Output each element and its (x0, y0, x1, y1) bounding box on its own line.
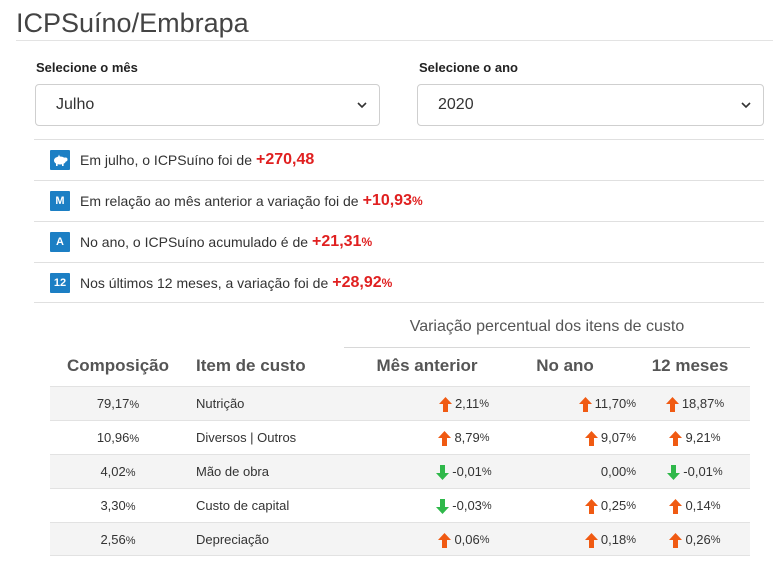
summary-item-monthly-variation: M Em relação ao mês anterior a variação … (34, 180, 764, 221)
month-select-label: Selecione o mês (36, 60, 138, 75)
previous-month-cell: -0,03% (394, 489, 534, 523)
previous-month-cell: -0,01% (394, 455, 534, 489)
summary-list: Em julho, o ICPSuíno foi de +270,48 M Em… (34, 139, 764, 303)
monthly-variation-value: +10,93 (362, 192, 412, 209)
year-cell: 0,00% (600, 464, 636, 479)
previous-month-cell: 8,79% (394, 421, 534, 455)
arrow-up-icon (584, 498, 598, 514)
twelve-months-cell: 18,87% (640, 387, 750, 421)
column-header-composition: Composição (66, 356, 170, 375)
cost-item-cell: Custo de capital (196, 498, 290, 513)
arrow-down-icon (667, 464, 681, 480)
chevron-down-icon (357, 102, 367, 109)
arrow-up-icon (669, 430, 683, 446)
cost-items-table: 79,17% Nutrição 2,11% 11,70% 18,87% 10,96% Div… (50, 386, 750, 556)
summary-item-year-accumulated: A No ano, o ICPSuíno acumulado é de +21,… (34, 221, 764, 262)
twelve-months-cell: -0,01% (640, 455, 750, 489)
arrow-up-icon (665, 396, 679, 412)
year-select[interactable]: 2020 (417, 84, 764, 126)
previous-month-cell: 0,06% (394, 523, 534, 557)
month-select-value: Julho (56, 96, 95, 113)
twelve-months-value: +28,92 (332, 273, 382, 291)
cost-item-cell: Mão de obra (196, 464, 269, 479)
cost-item-cell: Nutrição (196, 396, 245, 411)
cost-item-cell: Diversos | Outros (196, 430, 297, 445)
chevron-down-icon (741, 102, 751, 109)
arrow-up-icon (438, 532, 452, 548)
twelve-months-cell: 0,26% (640, 523, 750, 557)
table-row: 3,30% Custo de capital -0,03% 0,25% 0,14% (50, 488, 750, 522)
variation-group-divider (344, 347, 750, 348)
year-cell: 0,25% (530, 489, 640, 523)
twelve-months-badge: 12 (50, 272, 70, 293)
summary-item-12-months: 12 Nos últimos 12 meses, a variação foi … (34, 262, 764, 303)
column-header-item: Item de custo (196, 356, 306, 375)
variation-group-header: Variação percentual dos itens de custo (409, 318, 685, 335)
composition-cell: 10,96% (96, 430, 140, 445)
arrow-up-icon (584, 430, 598, 446)
year-cell: 0,18% (530, 523, 640, 557)
arrow-up-icon (669, 498, 683, 514)
page-title: ICPSuíno/Embrapa (16, 8, 249, 38)
arrow-up-icon (578, 396, 592, 412)
composition-cell: 4,02% (100, 464, 136, 479)
year-cell: 11,70% (530, 387, 640, 421)
composition-cell: 79,17% (96, 396, 140, 411)
year-select-value: 2020 (438, 96, 474, 113)
cost-item-cell: Depreciação (196, 532, 269, 547)
month-badge: M (50, 191, 70, 211)
arrow-up-icon (669, 532, 683, 548)
pig-icon (50, 150, 70, 170)
title-divider (16, 40, 773, 41)
year-badge: A (50, 232, 70, 252)
arrow-down-icon (436, 498, 450, 514)
composition-cell: 3,30% (100, 498, 136, 513)
previous-month-cell: 2,11% (394, 387, 534, 421)
month-index-value: +270,48 (256, 151, 315, 168)
twelve-months-cell: 9,21% (640, 421, 750, 455)
table-row: 2,56% Depreciação 0,06% 0,18% 0,26% (50, 522, 750, 556)
table-row: 4,02% Mão de obra -0,01% 0,00% -0,01% (50, 454, 750, 488)
year-select-label: Selecione o ano (419, 60, 518, 75)
arrow-up-icon (438, 430, 452, 446)
arrow-down-icon (436, 464, 450, 480)
column-header-12-months: 12 meses (651, 356, 729, 375)
twelve-months-cell: 0,14% (640, 489, 750, 523)
summary-item-month-value: Em julho, o ICPSuíno foi de +270,48 (34, 139, 764, 180)
arrow-up-icon (438, 396, 452, 412)
year-accumulated-value: +21,31 (312, 233, 362, 250)
month-select[interactable]: Julho (35, 84, 380, 126)
table-row: 10,96% Diversos | Outros 8,79% 9,07% 9,21% (50, 420, 750, 454)
column-header-year: No ano (536, 356, 594, 375)
table-row: 79,17% Nutrição 2,11% 11,70% 18,87% (50, 386, 750, 420)
column-header-previous-month: Mês anterior (376, 356, 478, 375)
year-cell: 9,07% (530, 421, 640, 455)
composition-cell: 2,56% (100, 532, 136, 547)
arrow-up-icon (584, 532, 598, 548)
